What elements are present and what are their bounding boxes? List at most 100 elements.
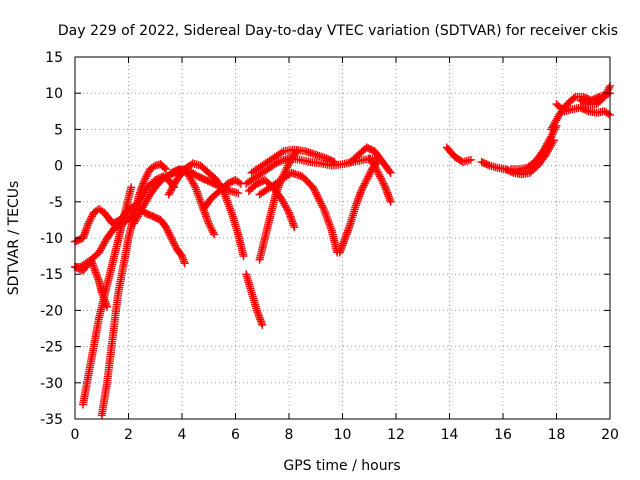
y-tick-label: 15	[45, 50, 63, 66]
data-point	[239, 252, 248, 261]
data-point	[604, 109, 613, 118]
x-tick-label: 14	[441, 427, 459, 443]
data-point	[377, 176, 386, 185]
y-tick-label: -15	[40, 267, 63, 283]
data-point	[569, 94, 578, 103]
data-point	[293, 147, 302, 156]
data-point	[207, 224, 216, 233]
data-point	[311, 188, 320, 197]
x-tick-label: 16	[494, 427, 512, 443]
data-point	[357, 186, 366, 195]
data-point	[466, 155, 475, 164]
data-point	[358, 185, 367, 194]
data-point	[85, 217, 94, 226]
data-point	[309, 183, 318, 192]
data-point	[162, 224, 171, 233]
data-point	[165, 230, 174, 239]
data-point	[375, 170, 384, 179]
data-point	[546, 134, 555, 143]
data-point	[604, 85, 613, 94]
data-point	[86, 215, 95, 224]
data-point	[282, 165, 291, 174]
y-tick-label: 5	[54, 122, 63, 138]
data-point	[365, 170, 374, 179]
data-point	[582, 99, 591, 108]
data-point	[208, 226, 217, 235]
data-point	[272, 159, 281, 168]
data-point	[283, 206, 292, 215]
x-tick-label: 18	[548, 427, 566, 443]
x-tick-label: 8	[285, 427, 294, 443]
data-point	[224, 186, 233, 195]
data-point	[313, 192, 322, 201]
data-point	[167, 234, 176, 242]
data-point	[149, 162, 158, 171]
data-point	[169, 239, 178, 248]
data-point	[210, 230, 219, 239]
data-point	[548, 130, 557, 139]
data-point	[359, 181, 368, 190]
data-point	[161, 165, 170, 174]
y-axis-label: SDTVAR / TECUs	[6, 181, 22, 296]
data-point	[314, 194, 323, 203]
data-point	[362, 176, 371, 185]
x-tick-label: 4	[178, 427, 187, 443]
plot-frame	[74, 56, 611, 420]
data-point	[277, 174, 286, 183]
data-point	[235, 178, 244, 187]
data-point	[143, 170, 152, 179]
data-point	[144, 168, 153, 177]
data-point	[87, 214, 96, 223]
data-point	[280, 168, 289, 177]
data-point	[205, 221, 214, 230]
data-point	[164, 228, 173, 237]
data-point	[163, 226, 172, 235]
data-point	[378, 177, 387, 186]
data-point	[204, 219, 213, 228]
data-point	[312, 190, 321, 199]
data-point	[310, 186, 319, 195]
data-point	[127, 183, 136, 192]
data-point	[291, 148, 300, 157]
data-point	[360, 179, 369, 188]
data-point	[548, 129, 557, 138]
data-point	[370, 161, 379, 170]
data-point	[170, 241, 179, 250]
x-axis-label: GPS time / hours	[283, 458, 400, 474]
data-point	[605, 83, 614, 92]
data-point	[361, 177, 370, 186]
y-tick-label: -35	[40, 412, 63, 428]
data-point	[386, 168, 395, 177]
data-point	[600, 92, 609, 101]
y-tick-label: 10	[45, 86, 63, 102]
data-point	[328, 157, 337, 166]
data-point	[380, 181, 389, 190]
data-point	[363, 174, 372, 183]
data-point	[161, 223, 170, 232]
data-point	[285, 157, 294, 166]
data-point	[318, 203, 327, 212]
y-tick-label: -30	[40, 376, 63, 392]
y-tick-label: -25	[40, 340, 63, 356]
data-point	[372, 165, 381, 174]
data-point	[206, 223, 215, 232]
data-point	[316, 197, 325, 206]
data-point	[317, 201, 326, 210]
data-point	[278, 172, 287, 181]
data-point	[330, 157, 339, 166]
data-point	[379, 179, 388, 188]
data-point	[359, 183, 368, 192]
data-point	[87, 212, 96, 221]
data-point	[169, 237, 178, 246]
data-point	[285, 159, 293, 168]
data-point	[168, 235, 177, 244]
data-point	[166, 232, 175, 241]
data-point	[376, 174, 385, 183]
data-point	[140, 176, 149, 185]
data-point	[209, 228, 218, 237]
data-point	[281, 167, 290, 176]
x-tick-label: 2	[124, 427, 133, 443]
data-point	[141, 174, 150, 183]
data-point	[317, 199, 326, 208]
x-tick-label: 6	[231, 427, 240, 443]
